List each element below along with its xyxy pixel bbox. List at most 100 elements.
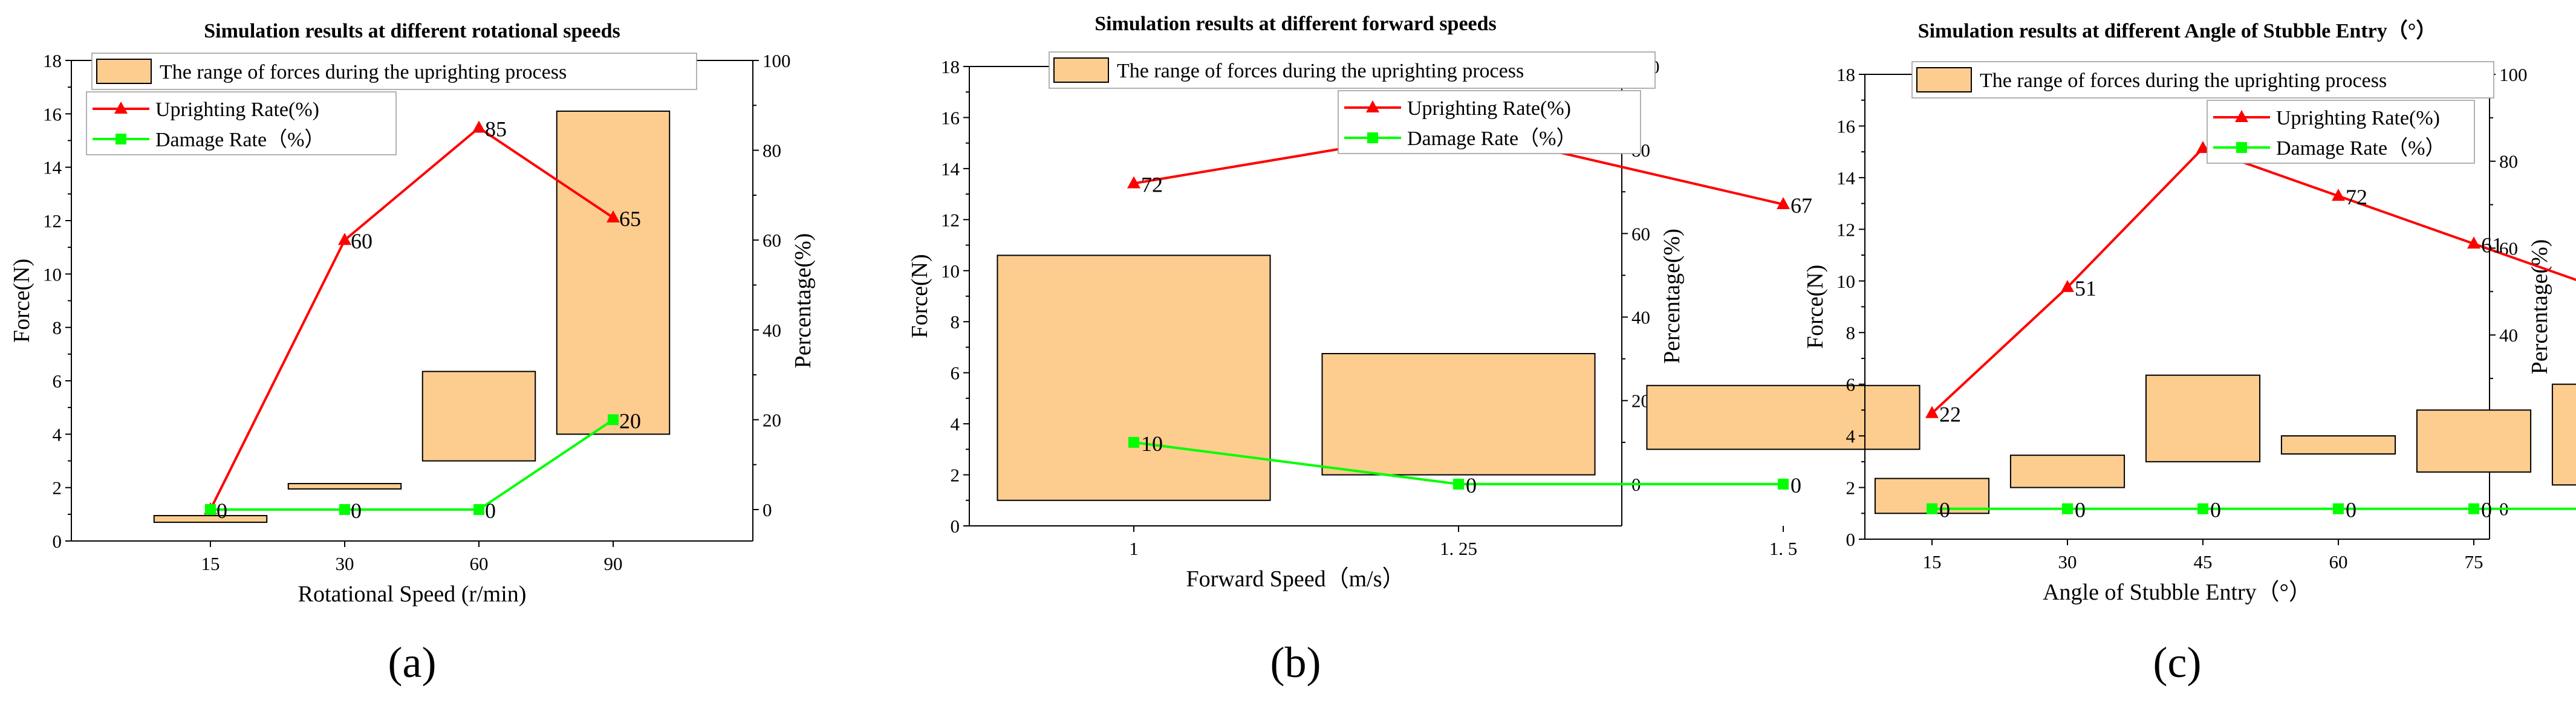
legend-damage-text: Damage Rate（%） xyxy=(155,128,325,151)
legend-range-text: The range of forces during the uprightin… xyxy=(1117,60,1524,82)
legend: The range of forces during the uprightin… xyxy=(86,53,697,155)
x-tick-label: 15 xyxy=(201,553,220,574)
chart-panel-a: Simulation results at different rotation… xyxy=(9,20,816,687)
damage-rate-line xyxy=(210,418,614,511)
y-tick-label: 2 xyxy=(53,478,62,499)
x-tick-label: 30 xyxy=(2058,551,2077,572)
y-tick-label: 10 xyxy=(43,264,62,285)
damage-rate-marker xyxy=(339,504,350,515)
x-tick-label: 90 xyxy=(604,553,623,574)
x-axis-label: Angle of Stubble Entry（°） xyxy=(2043,580,2312,605)
upright-rate-label: 60 xyxy=(351,229,372,253)
upright-rate-label: 85 xyxy=(485,117,507,141)
legend-range-box xyxy=(91,53,697,90)
y2-tick-label: 40 xyxy=(763,320,781,341)
legend-upright-marker xyxy=(2235,110,2248,122)
legend-damage-marker xyxy=(2236,142,2247,153)
damage-rate-label: 0 xyxy=(2075,498,2086,522)
y-tick-label: 14 xyxy=(1836,167,1856,189)
damage-rate-label: 0 xyxy=(2481,498,2492,522)
y2-tick-label: 0 xyxy=(763,499,772,520)
damage-rate-label: 0 xyxy=(2346,498,2356,522)
x-tick-label: 60 xyxy=(2329,551,2348,572)
upright-rate-marker xyxy=(2467,236,2480,249)
upright-rate-label: 51 xyxy=(2075,276,2096,300)
chart-title: Simulation results at different rotation… xyxy=(204,20,620,42)
damage-rate-label: 20 xyxy=(619,409,641,433)
upright-rate-marker xyxy=(1127,176,1140,189)
y2-axis-label: Percentage(%) xyxy=(2527,239,2552,375)
damage-rate-marker xyxy=(2468,503,2479,514)
x-tick-label: 30 xyxy=(336,553,354,574)
y-tick-label: 6 xyxy=(1846,374,1856,395)
x-axis-label: Rotational Speed (r/min) xyxy=(298,581,527,607)
damage-rate-label: 0 xyxy=(2210,498,2221,522)
upright-rate-marker xyxy=(2061,280,2074,293)
panel-label: (c) xyxy=(2153,638,2202,687)
damage-rate-label: 0 xyxy=(1791,473,1801,497)
force-range-bar xyxy=(1646,384,1921,450)
y2-tick-label: 60 xyxy=(1631,223,1650,244)
y2-tick-label: 100 xyxy=(2499,64,2528,85)
upright-rate-label: 61 xyxy=(2481,233,2503,257)
panel-label: (a) xyxy=(388,638,437,687)
y-tick-label: 18 xyxy=(941,56,960,77)
y-tick-label: 16 xyxy=(43,103,62,125)
legend-lines-box xyxy=(1338,90,1641,154)
y-tick-label: 12 xyxy=(1836,219,1855,240)
damage-rate-marker xyxy=(2197,503,2208,514)
x-tick-label: 60 xyxy=(470,553,489,574)
force-range-bar xyxy=(2009,455,2126,488)
chart-title: Simulation results at different Angle of… xyxy=(1918,19,2437,42)
force-range-bar xyxy=(2280,435,2396,455)
legend-range-swatch xyxy=(1916,67,1972,92)
x-tick-label: 75 xyxy=(2465,551,2483,572)
x-tick-label: 15 xyxy=(1923,551,1942,572)
legend-upright-text: Uprighting Rate(%) xyxy=(2276,107,2440,129)
damage-rate-marker xyxy=(1927,503,1937,514)
y-tick-label: 12 xyxy=(43,210,62,232)
upright-rate-label: 65 xyxy=(619,207,641,231)
chart-title: Simulation results at different forward … xyxy=(1094,13,1497,35)
damage-rate-marker xyxy=(1453,478,1464,490)
y-tick-label: 14 xyxy=(941,158,960,180)
upright-rate-line xyxy=(209,126,614,510)
damage-rate-label: 0 xyxy=(1939,498,1950,522)
y-axis-label: Force(N) xyxy=(907,254,932,338)
y2-tick-label: 100 xyxy=(763,50,791,71)
legend-range-box xyxy=(1911,61,2494,99)
x-tick-label: 45 xyxy=(2194,551,2213,572)
y-tick-label: 14 xyxy=(43,157,62,178)
y-tick-label: 12 xyxy=(941,209,960,230)
y2-tick-label: 80 xyxy=(763,140,781,161)
y-tick-label: 6 xyxy=(951,363,960,384)
y-tick-label: 8 xyxy=(951,311,960,332)
force-range-bar xyxy=(421,371,536,462)
damage-rate-marker xyxy=(1778,478,1789,490)
damage-rate-marker xyxy=(2333,503,2344,514)
damage-rate-label: 0 xyxy=(351,499,362,523)
y2-tick-label: 80 xyxy=(2499,151,2518,172)
damage-rate-marker xyxy=(205,504,216,515)
force-range-bar xyxy=(2145,374,2261,462)
chart-panel-b: Simulation results at different forward … xyxy=(907,13,1921,687)
y-tick-label: 8 xyxy=(1846,322,1856,343)
legend-range-text: The range of forces during the uprightin… xyxy=(1980,70,2387,92)
legend-range-swatch xyxy=(96,59,152,84)
damage-rate-marker xyxy=(608,414,619,426)
y2-axis-label: Percentage(%) xyxy=(1659,228,1685,364)
legend-damage-text: Damage Rate（%） xyxy=(1407,127,1576,150)
legend: The range of forces during the uprightin… xyxy=(1911,61,2494,164)
upright-rate-marker xyxy=(1777,197,1790,209)
y-tick-label: 4 xyxy=(951,413,960,435)
y-tick-label: 18 xyxy=(1836,64,1855,85)
y-axis-label: Force(N) xyxy=(1803,265,1828,349)
y2-tick-label: 60 xyxy=(763,230,781,251)
damage-rate-marker xyxy=(1128,436,1139,448)
y-tick-label: 8 xyxy=(53,317,62,338)
x-tick-label: 1. 5 xyxy=(1769,538,1798,559)
upright-rate-marker xyxy=(472,120,486,133)
legend-upright-marker xyxy=(1366,100,1379,112)
upright-rate-label: 72 xyxy=(2346,185,2367,209)
